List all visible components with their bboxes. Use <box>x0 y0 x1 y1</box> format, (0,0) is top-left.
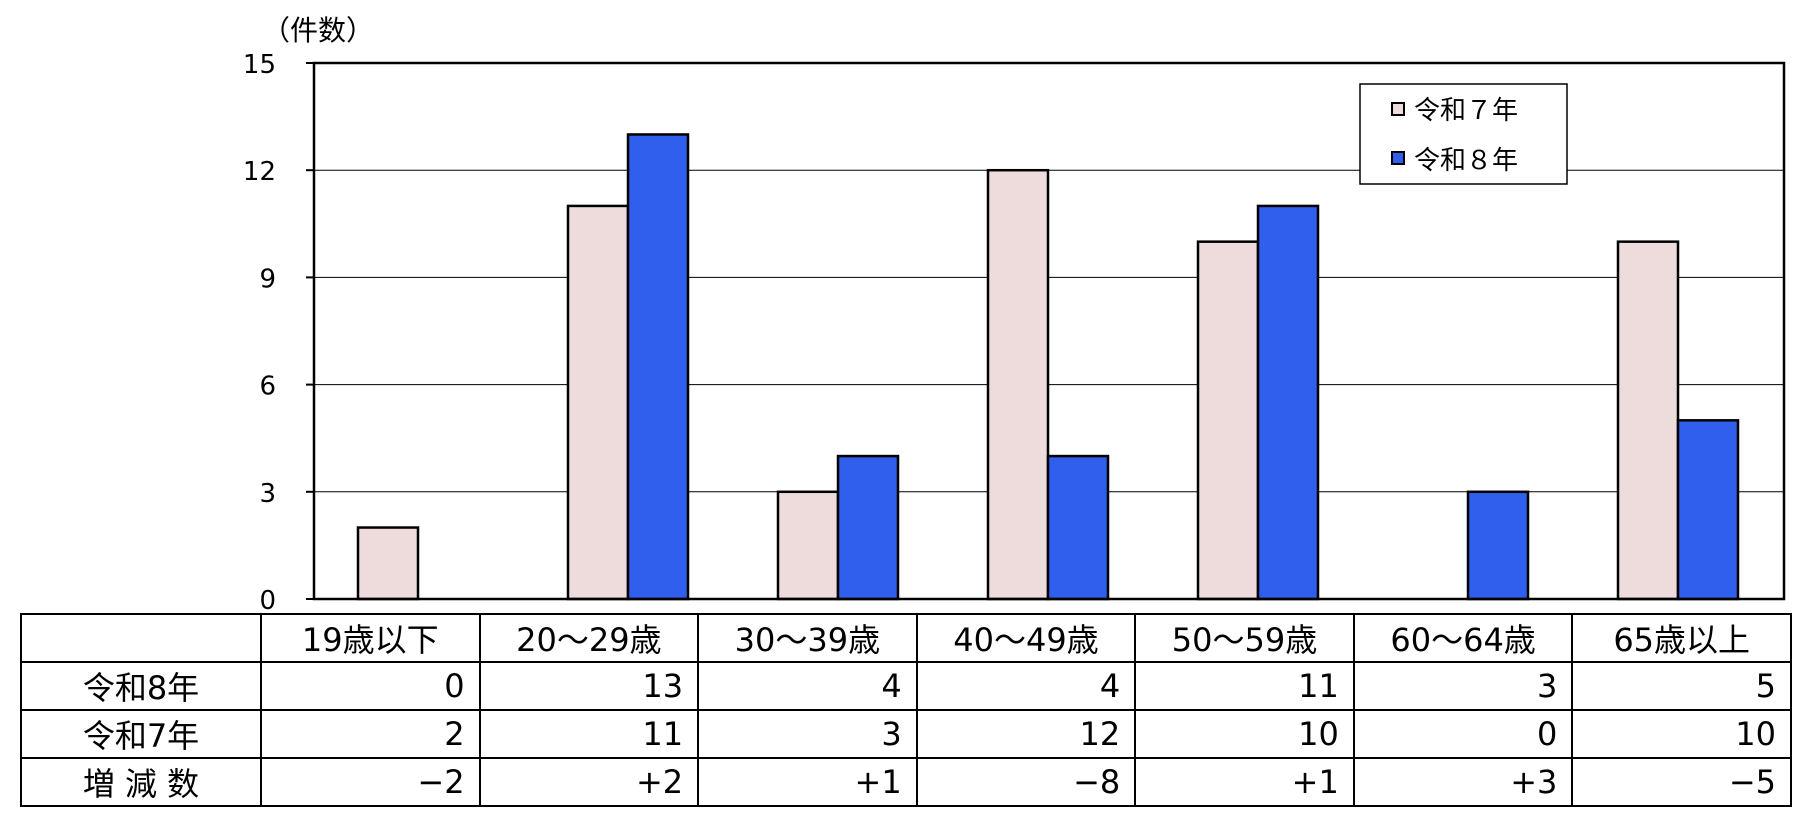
y-tick-label: 9 <box>259 264 276 294</box>
table-row-label: 増 減 数 <box>20 757 262 807</box>
table-cell: 0 <box>260 661 481 711</box>
table-header-cell: 65歳以上 <box>1571 613 1792 663</box>
legend-label-r8: 令和８年 <box>1414 146 1518 176</box>
bar-r7-0 <box>356 526 420 601</box>
table-row: 令和7年 2 11 3 12 10 0 10 <box>20 709 1792 759</box>
bar-r7-2 <box>776 490 840 601</box>
y-tick-label: 6 <box>259 372 276 402</box>
table-cell: 4 <box>915 661 1137 711</box>
table-header-cell: 60～64歳 <box>1352 613 1574 663</box>
table-cell: +1 <box>1134 757 1355 807</box>
legend-label-r7: 令和７年 <box>1414 96 1518 126</box>
table-cell: +3 <box>1352 757 1574 807</box>
table-header-cell: 19歳以下 <box>260 613 481 663</box>
table-cell: −8 <box>915 757 1137 807</box>
y-tick-label: 0 <box>259 586 276 616</box>
table-cell: 3 <box>1352 661 1574 711</box>
table-header-cell: 50～59歳 <box>1134 613 1355 663</box>
table-row-label: 令和8年 <box>20 661 262 711</box>
table-row: 増 減 数 −2 +2 +1 −8 +1 +3 −5 <box>20 757 1792 807</box>
bar-r8-4 <box>1256 204 1320 601</box>
bar-r7-6 <box>1616 240 1680 601</box>
table-cell: 12 <box>915 709 1137 759</box>
table-cell: 0 <box>1352 709 1574 759</box>
unit-label: （件数） <box>262 14 374 47</box>
table-cell: 5 <box>1571 661 1792 711</box>
table-header-cell: 30～39歳 <box>697 613 918 663</box>
y-tick-label: 12 <box>243 157 276 187</box>
y-tick-label: 15 <box>243 50 276 80</box>
table-cell: −5 <box>1571 757 1792 807</box>
table-cell: +2 <box>478 757 700 807</box>
legend-swatch-r7 <box>1391 102 1405 116</box>
table-header-cell: 20～29歳 <box>478 613 700 663</box>
legend: 令和７年 令和８年 <box>1359 83 1568 185</box>
data-table: 19歳以下 20～29歳 30～39歳 40～49歳 50～59歳 60～64歳 65歳以上… <box>20 613 1792 807</box>
table-cell: 3 <box>697 709 918 759</box>
table-header-cell: 40～49歳 <box>915 613 1137 663</box>
table-cell: 11 <box>478 709 700 759</box>
bar-r7-1 <box>566 204 630 601</box>
table-row-label: 令和7年 <box>20 709 262 759</box>
table-header-row: 19歳以下 20～29歳 30～39歳 40～49歳 50～59歳 60～64歳 65歳以上 <box>20 613 1792 663</box>
bar-r8-2 <box>836 454 900 601</box>
table-row: 令和8年 0 13 4 4 11 3 5 <box>20 661 1792 711</box>
table-corner-cell <box>20 613 262 663</box>
chart: （件数） 0 3 6 9 12 15 令和７年 令和８年 <box>243 14 1786 616</box>
bar-r8-1 <box>626 133 690 601</box>
bar-r8-5 <box>1466 490 1530 601</box>
table-cell: 10 <box>1134 709 1355 759</box>
bars <box>356 133 1740 601</box>
table-cell: +1 <box>697 757 918 807</box>
bar-r8-6 <box>1676 419 1740 601</box>
y-axis-tick-labels: 0 3 6 9 12 15 <box>243 50 314 616</box>
table-cell: 13 <box>478 661 700 711</box>
plot-area-frame <box>312 61 1786 601</box>
bar-r7-4 <box>1196 240 1260 601</box>
bar-r8-3 <box>1046 454 1110 601</box>
legend-swatch-r8 <box>1391 151 1405 165</box>
table-cell: 10 <box>1571 709 1792 759</box>
table-cell: 11 <box>1134 661 1355 711</box>
legend-box <box>1359 83 1568 185</box>
table-cell: 2 <box>260 709 481 759</box>
bar-r7-3 <box>986 168 1050 601</box>
y-tick-label: 3 <box>259 479 276 509</box>
table-cell: −2 <box>260 757 481 807</box>
table-cell: 4 <box>697 661 918 711</box>
